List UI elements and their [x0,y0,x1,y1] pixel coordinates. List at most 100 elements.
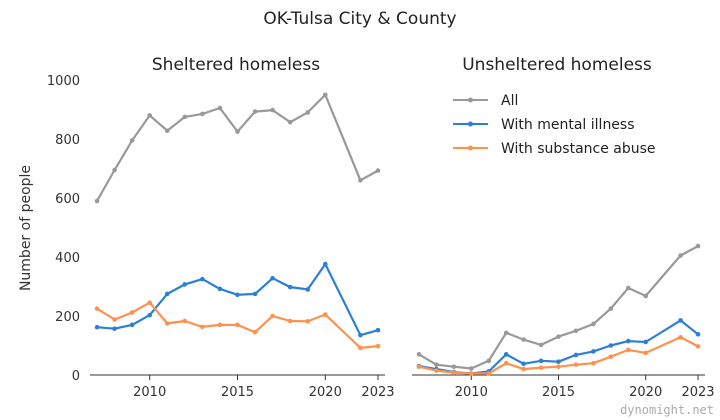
data-point-with-substance-abuse [322,312,328,317]
data-point-with-substance-abuse [695,344,701,349]
data-point-all [375,168,381,173]
data-point-with-mental-illness [625,338,631,344]
panel-title-sheltered: Sheltered homeless [152,55,320,75]
series-lines [416,243,701,376]
data-point-with-substance-abuse [486,371,492,376]
legend-item-all: All [453,93,518,109]
series-lines [94,92,381,351]
panel-title-unsheltered: Unsheltered homeless [462,55,652,75]
data-point-with-substance-abuse [129,310,135,315]
panel-sheltered: Sheltered homeless Number of people 2010… [18,55,395,400]
legend-label-all: All [501,93,518,109]
data-point-with-mental-illness [358,332,363,338]
x-tick-label: 2020 [629,385,662,400]
data-point-with-substance-abuse [625,347,631,353]
data-point-all [358,178,363,183]
legend-marker-mental-illness [468,121,473,127]
data-point-all [305,110,311,115]
data-point-with-mental-illness [200,276,205,282]
data-point-with-substance-abuse [252,329,258,335]
data-point-with-substance-abuse [94,306,100,311]
data-point-with-substance-abuse [591,360,596,366]
x-tick-label: 2023 [361,385,394,400]
x-tick-label: 2015 [542,385,575,400]
series-line-all [96,93,379,202]
figure-title: OK-Tulsa City & County [263,9,456,29]
data-point-with-substance-abuse [556,364,561,370]
x-ticks: 2010 2015 2020 2023 [133,375,395,400]
data-point-all [322,92,328,98]
series-line-all [418,245,699,370]
data-point-all [468,366,474,371]
y-tick-label: 800 [55,133,80,148]
data-point-with-mental-illness [182,282,188,287]
data-point-with-substance-abuse [538,365,544,370]
data-point-all [287,119,293,125]
legend-item-mental-illness: With mental illness [453,117,635,133]
data-point-with-substance-abuse [358,345,363,351]
data-point-with-substance-abuse [217,322,223,328]
data-point-with-mental-illness [591,349,596,354]
data-point-all [643,293,649,299]
x-tick-label: 2020 [309,385,342,400]
data-point-with-substance-abuse [375,343,381,349]
data-point-with-mental-illness [94,324,100,330]
data-point-with-mental-illness [538,358,544,364]
legend: All With mental illness With substance a… [453,93,656,157]
data-point-all [434,362,439,367]
series-line-with-substance-abuse [418,336,699,375]
data-point-with-mental-illness [503,352,509,357]
data-point-with-substance-abuse [678,334,683,340]
data-point-all [217,105,223,111]
data-point-all [591,321,596,327]
data-point-all [503,330,509,336]
data-point-all [182,114,188,120]
data-point-with-mental-illness [322,261,328,267]
data-point-with-mental-illness [305,287,311,292]
y-tick-label: 400 [55,251,80,266]
data-point-all [556,334,561,339]
data-point-with-mental-illness [147,312,153,318]
data-point-with-mental-illness [695,331,701,337]
data-point-with-mental-illness [556,359,561,365]
data-point-with-substance-abuse [112,317,117,322]
data-point-with-mental-illness [235,292,240,298]
data-point-with-mental-illness [270,275,275,281]
data-point-all [695,243,701,249]
data-point-with-substance-abuse [305,319,311,324]
x-tick-label: 2010 [133,385,166,400]
y-axis-label: Number of people [18,165,34,291]
series-line-with-substance-abuse [96,301,379,349]
watermark: dynomight.net [620,403,714,417]
legend-marker-substance-abuse [468,145,473,151]
data-point-with-substance-abuse [416,364,422,370]
data-point-with-mental-illness [217,286,223,292]
x-tick-label: 2015 [221,385,254,400]
data-point-all [252,109,258,114]
data-point-all [573,328,579,334]
data-point-with-substance-abuse [182,318,188,324]
y-tick-label: 1000 [47,74,80,89]
data-point-with-mental-illness [608,343,614,348]
data-point-with-mental-illness [375,327,381,333]
data-point-all [416,352,422,357]
data-point-with-mental-illness [112,326,117,331]
data-point-with-substance-abuse [235,322,240,328]
y-tick-label: 600 [55,192,80,207]
y-tick-label: 0 [72,369,80,384]
data-point-with-substance-abuse [608,354,614,360]
series-line-with-mental-illness [96,263,379,337]
data-point-all [112,167,117,173]
data-point-all [200,111,205,117]
data-point-all [486,358,492,364]
data-point-with-mental-illness [252,291,258,297]
data-point-with-substance-abuse [503,360,509,366]
data-point-with-substance-abuse [521,366,526,372]
data-point-all [538,342,544,348]
data-point-with-substance-abuse [287,318,293,324]
data-point-all [94,198,100,204]
data-point-all [235,129,240,134]
data-point-with-mental-illness [287,284,293,290]
x-tick-label: 2010 [455,385,488,400]
data-point-all [625,285,631,291]
